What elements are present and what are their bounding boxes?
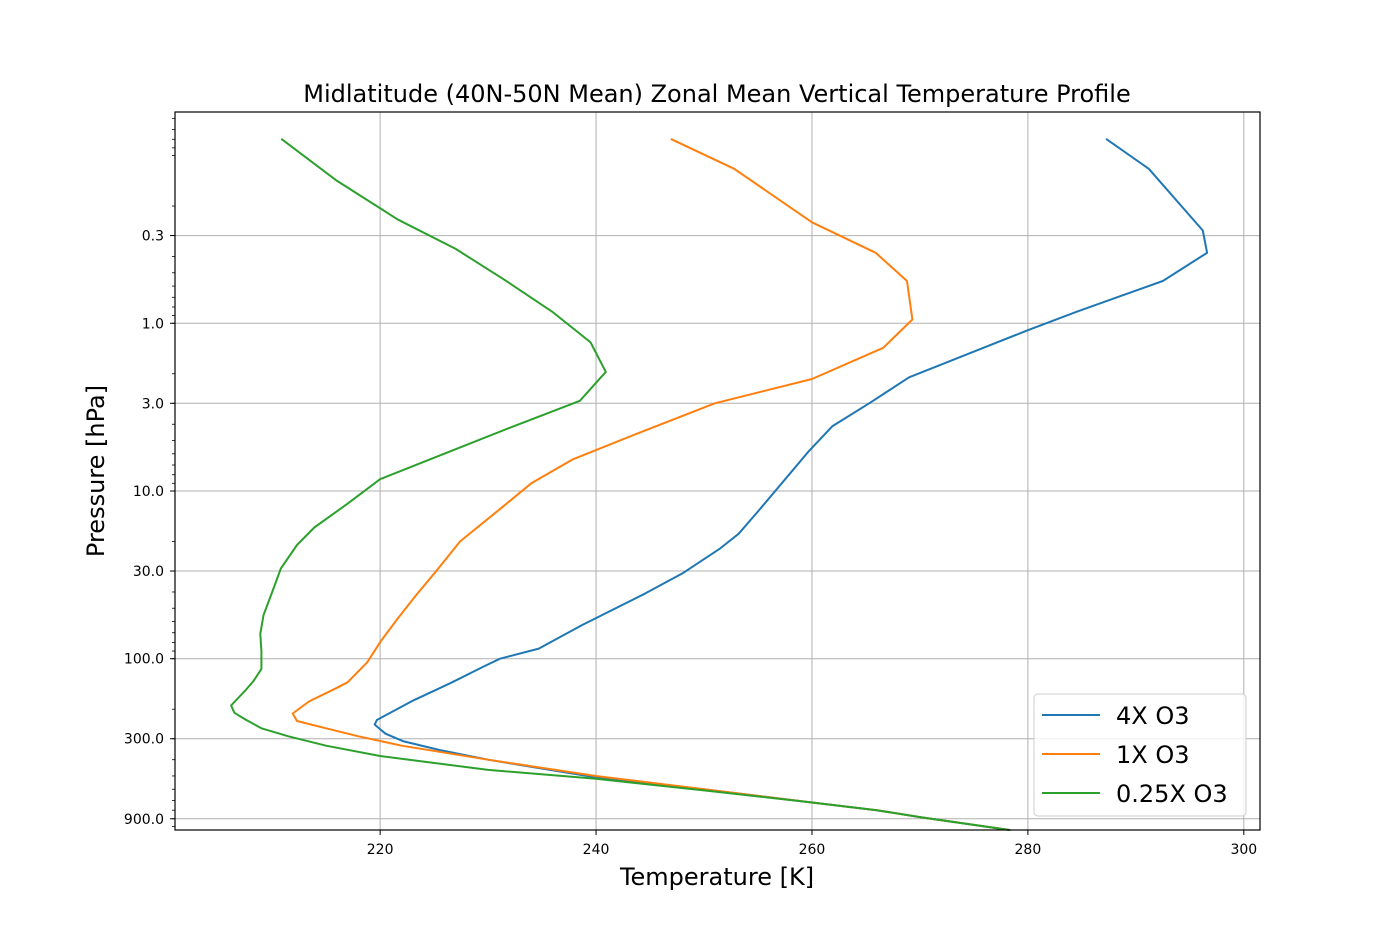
x-tick-label: 300 bbox=[1230, 842, 1257, 858]
chart-title: Midlatitude (40N-50N Mean) Zonal Mean Ve… bbox=[303, 80, 1130, 108]
x-tick-label: 220 bbox=[367, 842, 394, 858]
y-tick-label: 1.0 bbox=[142, 316, 164, 332]
x-tick-label: 240 bbox=[583, 842, 610, 858]
x-axis-label: Temperature [K] bbox=[619, 863, 814, 891]
series-line-1x-o3 bbox=[291, 138, 1011, 831]
x-tick-label: 280 bbox=[1015, 842, 1042, 858]
y-tick-label: 100.0 bbox=[124, 652, 164, 668]
y-tick-label: 30.0 bbox=[133, 564, 164, 580]
y-tick-label: 0.3 bbox=[142, 229, 164, 245]
legend: 4X O3 1X O3 0.25X O3 bbox=[1033, 693, 1247, 817]
y-tick-label: 300.0 bbox=[124, 732, 164, 748]
series-line-0-25x-o3 bbox=[230, 138, 1011, 831]
series-lines bbox=[230, 138, 1209, 831]
legend-label: 4X O3 bbox=[1116, 702, 1190, 730]
legend-entries: 4X O3 1X O3 0.25X O3 bbox=[1042, 702, 1228, 808]
legend-label: 1X O3 bbox=[1116, 741, 1190, 769]
legend-label: 0.25X O3 bbox=[1116, 780, 1228, 808]
x-axis-ticks: 220 240 260 280 300 bbox=[367, 830, 1257, 858]
x-tick-label: 260 bbox=[799, 842, 826, 858]
y-axis-ticks: 0.3 1.0 3.0 10.0 30.0 100.0 300.0 900.0 bbox=[124, 229, 175, 828]
y-tick-label: 10.0 bbox=[133, 484, 164, 500]
y-tick-label: 900.0 bbox=[124, 812, 164, 828]
y-tick-label: 3.0 bbox=[142, 396, 164, 412]
legend-box bbox=[1033, 693, 1247, 817]
plot-frame bbox=[174, 111, 1261, 831]
grid-lines bbox=[175, 112, 1260, 830]
y-axis-label: Pressure [hPa] bbox=[82, 385, 110, 557]
